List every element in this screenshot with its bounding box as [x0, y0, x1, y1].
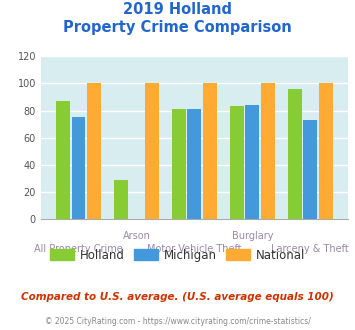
- Text: Larceny & Theft: Larceny & Theft: [271, 244, 349, 254]
- Bar: [303, 120, 317, 219]
- Bar: [145, 83, 159, 219]
- Bar: [288, 89, 301, 219]
- Text: Property Crime Comparison: Property Crime Comparison: [63, 20, 292, 35]
- Bar: [187, 109, 201, 219]
- Text: All Property Crime: All Property Crime: [34, 244, 123, 254]
- Bar: [114, 180, 128, 219]
- Bar: [245, 105, 259, 219]
- Text: Motor Vehicle Theft: Motor Vehicle Theft: [147, 244, 242, 254]
- Legend: Holland, Michigan, National: Holland, Michigan, National: [45, 244, 310, 266]
- Bar: [203, 83, 217, 219]
- Text: Burglary: Burglary: [231, 231, 273, 241]
- Bar: [87, 83, 101, 219]
- Text: 2019 Holland: 2019 Holland: [123, 2, 232, 16]
- Text: © 2025 CityRating.com - https://www.cityrating.com/crime-statistics/: © 2025 CityRating.com - https://www.city…: [45, 317, 310, 326]
- Bar: [230, 107, 244, 219]
- Bar: [56, 101, 70, 219]
- Bar: [261, 83, 275, 219]
- Bar: [72, 117, 86, 219]
- Bar: [319, 83, 333, 219]
- Text: Arson: Arson: [122, 231, 151, 241]
- Bar: [172, 109, 186, 219]
- Text: Compared to U.S. average. (U.S. average equals 100): Compared to U.S. average. (U.S. average …: [21, 292, 334, 302]
